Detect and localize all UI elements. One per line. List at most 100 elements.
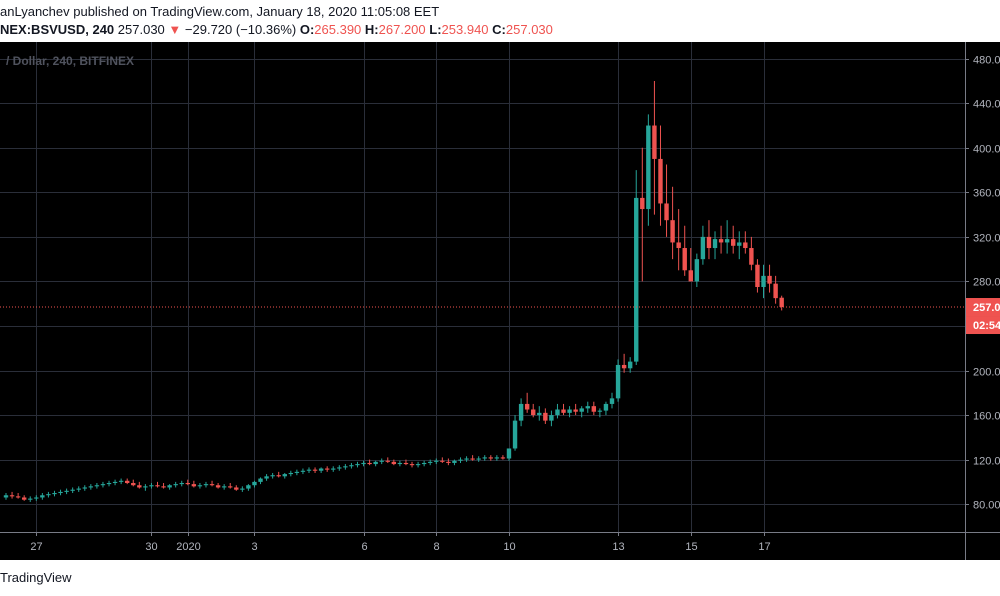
candle-body xyxy=(482,457,487,459)
candle xyxy=(112,479,118,486)
candle-body xyxy=(627,361,633,369)
candle-body xyxy=(676,242,681,249)
candle-body xyxy=(415,464,421,466)
candle-body xyxy=(185,483,190,485)
candle xyxy=(767,264,772,293)
candle-body xyxy=(155,485,160,487)
candle xyxy=(779,295,784,311)
candle-body xyxy=(561,409,566,413)
candle xyxy=(773,275,778,304)
candle xyxy=(634,170,639,365)
candle-body xyxy=(440,460,445,462)
candle xyxy=(3,493,9,500)
candlestick-chart[interactable]: 80.000120.000160.000200.000240.000280.00… xyxy=(0,42,1000,560)
symbol-line: NEX:BSVUSD, 240 257.030 ▼ −29.720 (−10.3… xyxy=(0,22,553,37)
candle-body xyxy=(724,239,730,243)
candle xyxy=(718,225,724,254)
candle xyxy=(482,455,487,461)
candle xyxy=(318,467,324,473)
candle-body xyxy=(609,398,615,404)
candle-body xyxy=(458,459,463,461)
candle xyxy=(579,406,584,418)
candle-body xyxy=(191,484,197,487)
x-tick-label: 30 xyxy=(145,541,157,553)
candle-body xyxy=(240,488,245,490)
candle-body xyxy=(173,484,178,486)
y-tick-label: 80.000 xyxy=(973,500,1000,512)
candle-body xyxy=(343,466,348,468)
candle xyxy=(712,231,718,260)
candle-body xyxy=(506,448,512,459)
candle xyxy=(749,236,754,271)
candle-body xyxy=(143,486,148,488)
x-tick-label: 27 xyxy=(30,541,42,553)
candle xyxy=(428,459,433,466)
candle-body xyxy=(421,462,427,465)
close-key: C: xyxy=(492,22,506,37)
price-change: −29.720 (−10.36%) xyxy=(184,22,297,37)
candle xyxy=(125,478,130,485)
candle xyxy=(288,470,294,477)
candle-body xyxy=(397,462,403,465)
candle-body xyxy=(621,364,627,369)
candle xyxy=(118,478,124,485)
candle-body xyxy=(34,497,39,499)
candle xyxy=(724,220,730,254)
candle xyxy=(743,231,748,254)
candle xyxy=(306,467,312,473)
candle-body xyxy=(428,461,433,463)
countdown-label: 02:54 xyxy=(973,320,1000,332)
candle xyxy=(173,481,178,488)
candle xyxy=(15,493,21,499)
candle xyxy=(446,458,451,466)
candle xyxy=(670,186,675,260)
candle-body xyxy=(597,410,603,412)
candle xyxy=(440,457,445,463)
candle xyxy=(700,225,706,265)
candle-body xyxy=(282,474,287,477)
candle xyxy=(149,483,154,489)
candle xyxy=(94,483,100,489)
candle xyxy=(228,483,233,489)
candle-body xyxy=(555,409,560,416)
x-tick-label: 3 xyxy=(251,541,257,553)
candle-body xyxy=(518,403,524,421)
candle-body xyxy=(125,480,130,483)
candle-body xyxy=(494,457,500,459)
candle-body xyxy=(58,491,63,494)
candle xyxy=(555,403,560,419)
chart-area[interactable]: 80.000120.000160.000200.000240.000280.00… xyxy=(0,42,1000,560)
candle xyxy=(591,401,597,416)
candle xyxy=(452,459,457,466)
candle xyxy=(161,483,166,489)
candle-body xyxy=(603,403,609,411)
candle-body xyxy=(549,415,554,421)
candle xyxy=(434,458,439,465)
price-axis[interactable]: 80.000120.000160.000200.000240.000280.00… xyxy=(965,42,1000,560)
candle xyxy=(131,479,136,487)
candle-body xyxy=(40,495,45,498)
candle xyxy=(155,481,160,488)
candle xyxy=(543,408,548,424)
candle-body xyxy=(118,480,124,482)
time-axis[interactable]: 27 30 2020 3 6 8 10 13 15 17 xyxy=(0,532,1000,553)
candle xyxy=(585,401,590,413)
candle xyxy=(106,480,112,487)
candle xyxy=(561,403,566,416)
candle-body xyxy=(318,468,324,471)
candle xyxy=(664,164,669,237)
candle xyxy=(143,484,148,491)
candle-body xyxy=(682,248,687,271)
candle xyxy=(731,225,736,254)
candle xyxy=(88,484,94,490)
candle xyxy=(167,484,172,490)
candle xyxy=(603,401,609,416)
candle xyxy=(737,231,742,260)
y-tick-label: 120.000 xyxy=(973,456,1000,468)
candle-body xyxy=(446,461,451,463)
y-tick-label: 200.000 xyxy=(973,367,1000,379)
candle-body xyxy=(452,460,457,463)
candle-body xyxy=(15,496,21,498)
candle-body xyxy=(270,475,275,477)
candle xyxy=(197,483,203,489)
